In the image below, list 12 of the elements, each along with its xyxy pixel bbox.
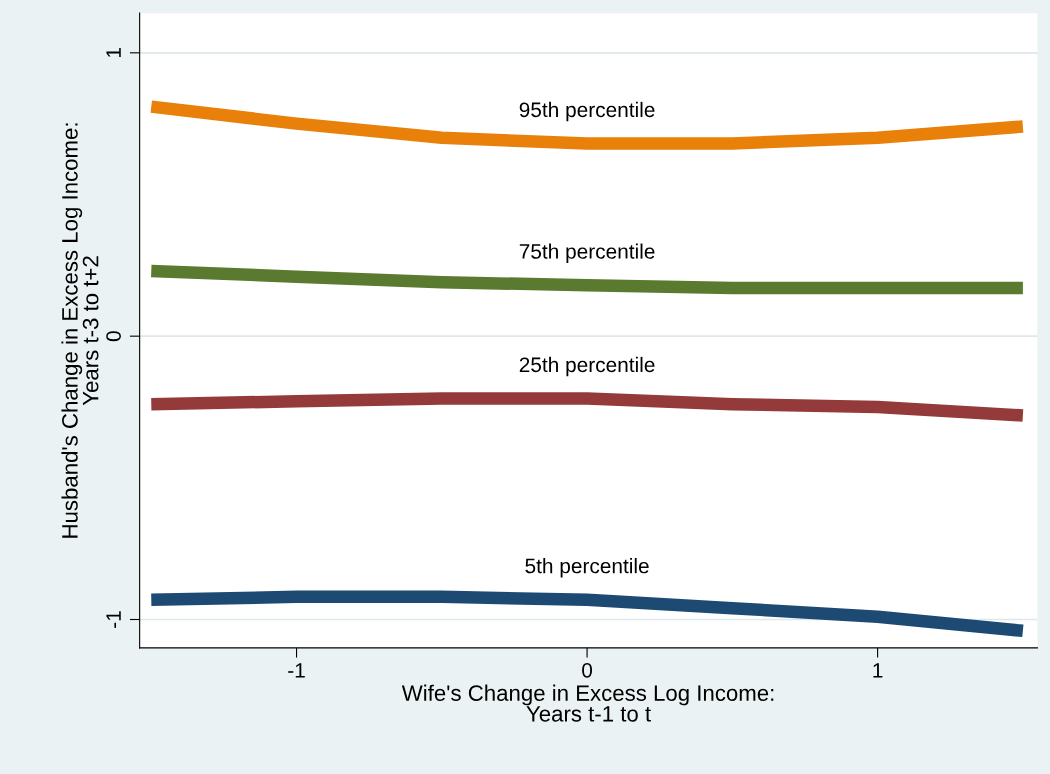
x-tick-label: 0 bbox=[582, 662, 593, 678]
x-tick-label: -1 bbox=[288, 663, 305, 678]
series-label: 5th percentile bbox=[525, 558, 649, 578]
y-axis-title: Husband's Change in Excess Log Income: Years t-3 to t+2 bbox=[61, 123, 99, 538]
series-label: 75th percentile bbox=[519, 243, 655, 263]
series-label: 95th percentile bbox=[519, 101, 655, 122]
y-tick-label: 1 bbox=[106, 48, 121, 58]
x-axis-title: Wife's Change in Excess Log Income: Years t-1 to t bbox=[401, 684, 774, 722]
y-tick-label: -1 bbox=[106, 611, 121, 628]
y-tick-label: 0 bbox=[106, 331, 121, 342]
series-label: 25th percentile bbox=[519, 356, 655, 377]
x-tick-label: 1 bbox=[873, 663, 883, 678]
